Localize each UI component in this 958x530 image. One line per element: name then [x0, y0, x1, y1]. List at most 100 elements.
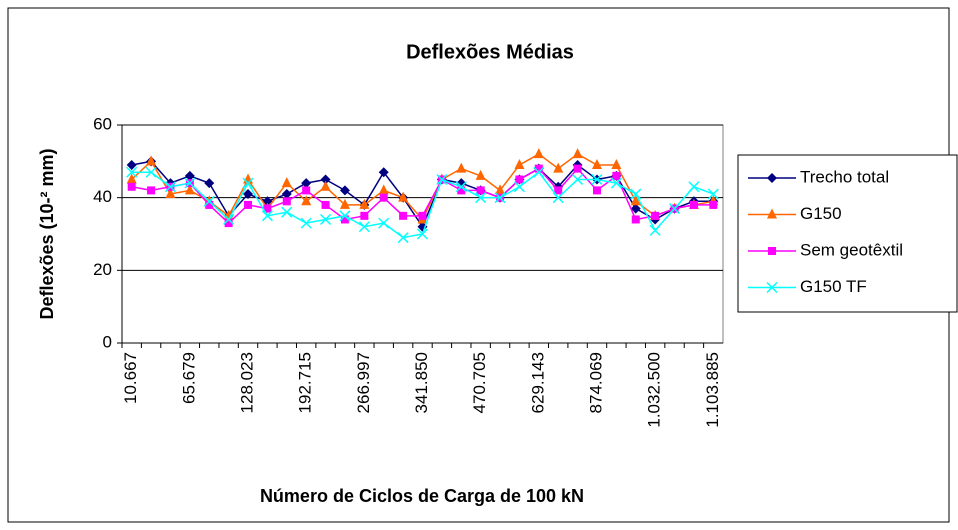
marker: [534, 164, 543, 173]
marker: [242, 177, 254, 189]
marker: [223, 213, 235, 225]
marker: [243, 189, 254, 200]
marker: [205, 200, 214, 209]
marker: [184, 184, 195, 195]
marker: [572, 173, 584, 186]
marker: [184, 170, 195, 181]
chart-title: Deflexões Médias: [406, 41, 574, 63]
marker: [359, 198, 370, 209]
marker: [591, 158, 602, 169]
marker: [515, 175, 524, 184]
y-tick-label: 0: [103, 332, 112, 351]
marker: [553, 162, 564, 173]
marker: [768, 247, 776, 255]
marker: [203, 195, 215, 207]
marker: [360, 211, 369, 220]
marker: [164, 181, 176, 193]
marker: [281, 206, 293, 218]
marker: [476, 186, 485, 195]
x-tick-label: 1.103.885: [703, 352, 722, 428]
x-tick-label: 470.705: [470, 352, 489, 413]
legend-label: Sem geotêxtil: [800, 240, 903, 259]
x-axis-label: Número de Ciclos de Carga de 100 kN: [260, 486, 584, 506]
marker: [767, 208, 777, 219]
y-tick-label: 40: [93, 187, 112, 206]
marker: [767, 173, 777, 183]
marker: [495, 184, 506, 195]
legend-label: Trecho total: [800, 167, 889, 186]
marker: [651, 211, 660, 220]
marker: [301, 195, 312, 206]
x-tick-label: 341.850: [412, 352, 431, 413]
x-tick-label: 266.997: [354, 352, 373, 413]
marker: [339, 210, 351, 222]
marker: [127, 182, 136, 191]
marker: [126, 159, 137, 170]
marker: [630, 195, 641, 206]
marker: [416, 228, 429, 240]
marker: [300, 217, 312, 229]
marker: [573, 164, 582, 173]
marker: [417, 221, 428, 232]
marker: [302, 186, 311, 195]
x-tick-label: 1.032.500: [645, 352, 664, 428]
x-tick-label: 65.679: [179, 352, 198, 404]
marker: [224, 219, 233, 228]
marker: [649, 224, 661, 236]
marker: [281, 177, 292, 188]
marker: [165, 188, 176, 199]
marker: [475, 169, 486, 180]
marker: [631, 215, 640, 224]
marker: [320, 213, 332, 225]
marker: [688, 181, 700, 193]
marker: [592, 186, 601, 195]
marker: [630, 203, 641, 214]
x-tick-label: 874.069: [586, 352, 605, 413]
marker: [378, 217, 390, 229]
marker: [766, 281, 778, 294]
marker: [591, 173, 603, 186]
marker: [339, 185, 350, 196]
marker: [184, 177, 196, 189]
marker: [339, 198, 350, 209]
y-tick-label: 60: [93, 114, 112, 133]
legend-label: G150: [800, 204, 842, 223]
marker: [612, 171, 621, 180]
marker: [378, 184, 389, 195]
marker: [514, 158, 525, 169]
marker: [320, 180, 331, 191]
marker: [320, 174, 331, 185]
marker: [399, 211, 408, 220]
marker: [610, 177, 622, 189]
x-tick-label: 128.023: [238, 352, 257, 413]
marker: [572, 148, 583, 159]
y-tick-label: 20: [93, 260, 112, 279]
marker: [418, 211, 427, 220]
marker: [126, 166, 138, 178]
marker: [321, 200, 330, 209]
marker: [533, 166, 545, 178]
y-axis-label: Deflexões (10-² mm): [37, 148, 57, 319]
marker: [145, 166, 157, 178]
marker: [146, 155, 157, 166]
marker: [378, 167, 389, 178]
marker: [456, 162, 467, 173]
marker: [282, 197, 291, 206]
marker: [669, 203, 681, 215]
legend-label: G150 TF: [800, 277, 867, 296]
marker: [513, 181, 525, 193]
x-tick-label: 629.143: [528, 352, 547, 413]
x-tick-label: 192.715: [296, 352, 315, 413]
marker: [436, 173, 448, 186]
marker: [358, 221, 370, 233]
marker: [630, 188, 642, 200]
marker: [261, 210, 273, 222]
marker: [554, 186, 563, 195]
marker: [379, 193, 388, 202]
marker: [397, 232, 409, 244]
marker: [340, 215, 349, 224]
marker: [475, 192, 487, 204]
marker: [281, 189, 292, 200]
marker: [533, 148, 544, 159]
